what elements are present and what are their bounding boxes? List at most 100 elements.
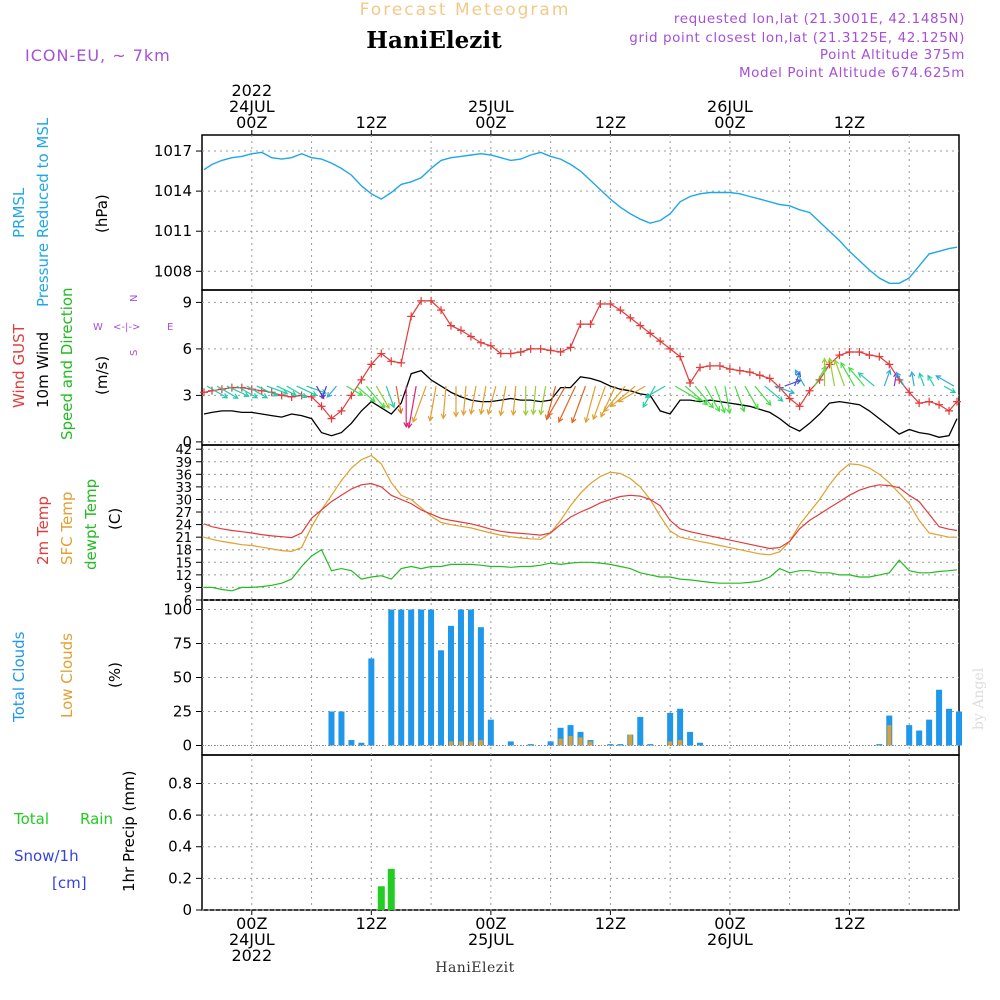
low-clouds-label: Low Clouds bbox=[58, 633, 76, 718]
wind-arrow bbox=[829, 358, 836, 387]
y-tick-label: 24 bbox=[175, 519, 192, 534]
wind-arrow bbox=[206, 385, 228, 399]
wind-arrow bbox=[571, 385, 587, 423]
wind-arrow bbox=[558, 385, 577, 423]
total-cloud-bar bbox=[457, 609, 464, 746]
total-cloud-bar bbox=[687, 731, 694, 746]
total-cloud-bar bbox=[677, 708, 684, 746]
wind-arrow bbox=[764, 385, 784, 402]
wind-arrow bbox=[256, 385, 278, 397]
wind-arrow-head bbox=[311, 390, 318, 397]
wind-arrow-head bbox=[320, 393, 327, 400]
wind-arrow-head bbox=[557, 416, 564, 423]
requested-coords: requested lon,lat (21.3001E, 42.1485N) bbox=[674, 11, 965, 27]
gust-marker bbox=[795, 402, 804, 411]
y-tick-label: 100 bbox=[163, 601, 192, 619]
wind-arrow bbox=[429, 385, 437, 421]
time-label-top: 2022 bbox=[231, 81, 272, 100]
total-cloud-bar bbox=[637, 716, 644, 746]
gust-marker bbox=[953, 397, 962, 406]
time-label-bottom: 26JUL bbox=[707, 930, 753, 949]
wind-arrow-head bbox=[570, 417, 577, 424]
gust-marker bbox=[696, 363, 705, 372]
wind-arrow-head bbox=[909, 370, 916, 378]
wind-arrow-head bbox=[440, 413, 447, 420]
temperature-panel bbox=[201, 444, 960, 601]
y-tick-label: 0 bbox=[182, 901, 192, 919]
point-altitude: Point Altitude 375m bbox=[820, 47, 965, 63]
wind-arrow bbox=[927, 375, 935, 387]
compass-north: N bbox=[129, 295, 140, 302]
low-cloud-bar bbox=[678, 740, 683, 746]
gust-marker bbox=[466, 332, 475, 341]
wind-arrow-head bbox=[935, 375, 942, 381]
low-cloud-bar bbox=[568, 735, 573, 746]
wind-arrow bbox=[216, 385, 239, 399]
t2m-label: 2m Temp bbox=[34, 496, 52, 565]
wind-arrow-head bbox=[720, 407, 726, 414]
wind-arrow bbox=[834, 360, 846, 387]
time-label-top: 26JUL bbox=[707, 97, 753, 116]
total-cloud-bar bbox=[527, 744, 534, 746]
gust-marker bbox=[905, 388, 914, 397]
gust-marker bbox=[317, 402, 326, 411]
gust-marker bbox=[765, 374, 774, 383]
low-cloud-bar bbox=[449, 741, 454, 746]
wind-arrow-head bbox=[232, 393, 239, 399]
wind-arrow bbox=[918, 373, 925, 387]
total-cloud-bar bbox=[946, 708, 953, 746]
wind-arrow bbox=[375, 385, 390, 409]
wind-arrow-head bbox=[460, 410, 467, 417]
total-cloud-bar bbox=[388, 609, 395, 746]
wind-arrow bbox=[883, 369, 891, 387]
gust-marker bbox=[526, 344, 535, 353]
t2m-line bbox=[203, 482, 958, 550]
wind-arrow-head bbox=[544, 414, 551, 421]
time-label-bottom: 12Z bbox=[356, 914, 387, 933]
wind-arrow bbox=[911, 372, 915, 387]
gust-marker bbox=[516, 348, 525, 356]
wind-arrow bbox=[236, 385, 258, 399]
sfc-label: SFC Temp bbox=[58, 492, 76, 565]
total-cloud-bar bbox=[876, 744, 883, 746]
wind-arrow-head bbox=[498, 410, 505, 417]
low-cloud-bar bbox=[628, 734, 633, 746]
forecast-title: Forecast Meteogram bbox=[360, 0, 571, 20]
wind-arrow-head bbox=[600, 411, 606, 418]
wind-dir-label: Speed and Direction bbox=[58, 287, 76, 440]
wind-arrow-head bbox=[584, 417, 590, 424]
time-label-top: 24JUL bbox=[229, 97, 275, 116]
gust-marker bbox=[636, 321, 645, 330]
y-tick-label: 9 bbox=[184, 581, 192, 596]
y-tick-label: 21 bbox=[175, 531, 192, 546]
low-cloud-bar bbox=[588, 741, 593, 746]
total-clouds-label: Total Clouds bbox=[10, 631, 28, 723]
wind-arrow-head bbox=[243, 391, 250, 398]
wind-arrow-head bbox=[708, 402, 714, 409]
wind-arrow-head bbox=[261, 393, 269, 399]
gust-marker bbox=[656, 337, 665, 346]
wind-arrow-head bbox=[642, 401, 648, 408]
wind-arrow bbox=[306, 385, 327, 394]
wind-arrow-head bbox=[885, 368, 892, 376]
pressure-unit: (hPa) bbox=[93, 194, 111, 233]
time-label-top: 00Z bbox=[714, 113, 745, 132]
gust-marker bbox=[546, 346, 555, 355]
wind-arrow-head bbox=[486, 409, 493, 416]
total-cloud-bar bbox=[398, 609, 405, 746]
wind-arrow bbox=[610, 385, 636, 407]
wind-arrow-head bbox=[950, 387, 957, 394]
wind-arrow bbox=[858, 372, 875, 387]
y-tick-label: 30 bbox=[175, 493, 192, 508]
wind-arrow bbox=[296, 385, 317, 396]
gust-marker bbox=[586, 320, 595, 329]
compass-legend: N S W E <-|-> bbox=[93, 295, 173, 356]
credit: by Angel bbox=[971, 667, 987, 730]
low-cloud-bar bbox=[887, 725, 892, 746]
time-label-bottom: 12Z bbox=[595, 914, 626, 933]
gust-marker bbox=[875, 352, 884, 361]
wind-arrow-head bbox=[357, 390, 364, 396]
gust-marker bbox=[427, 296, 436, 305]
gust-marker bbox=[437, 306, 446, 315]
total-cloud-bar bbox=[338, 711, 345, 746]
